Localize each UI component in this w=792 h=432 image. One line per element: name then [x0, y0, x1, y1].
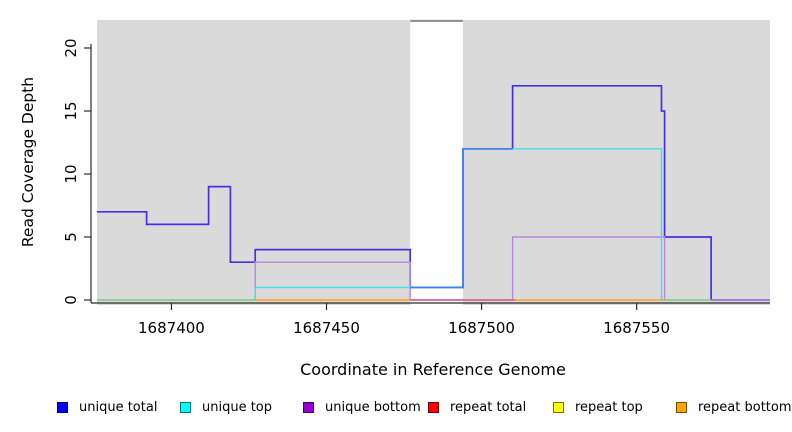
x-tick-label: 1687450: [293, 319, 360, 337]
legend-item-unique-total: unique total: [57, 398, 157, 416]
legend-swatch-icon: [180, 401, 191, 413]
legend-swatch-icon: [57, 401, 68, 413]
y-axis-title: Read Coverage Depth: [19, 77, 37, 247]
legend-swatch-icon: [676, 401, 687, 413]
legend-label: repeat bottom: [698, 399, 792, 415]
legend-item-unique-bottom: unique bottom: [303, 398, 421, 416]
legend-label: repeat top: [575, 399, 643, 415]
x-tick-label: 1687400: [138, 319, 205, 337]
total-top-overlap-line: [410, 147, 513, 289]
repeat-region-band: [410, 20, 463, 305]
y-tick-label: 5: [62, 232, 80, 242]
legend-label: repeat total: [450, 399, 527, 415]
legend-item-unique-top: unique top: [180, 398, 272, 416]
legend-swatch-icon: [428, 401, 439, 413]
legend-label: unique total: [79, 399, 158, 415]
y-tick-label: 15: [62, 101, 80, 120]
plot-svg: 1687400 1687450 1687500 1687550 0 5 10 15 20 Coo…: [19, 19, 770, 379]
legend-label: unique bottom: [325, 399, 421, 415]
legend-item-repeat-total: repeat total: [428, 398, 526, 416]
y-tick-label: 0: [62, 295, 80, 305]
x-tick-label: 1687500: [448, 319, 515, 337]
legend-item-repeat-bottom: repeat bottom: [676, 398, 792, 416]
legend-swatch-icon: [303, 401, 314, 413]
x-tick-label: 1687550: [603, 319, 670, 337]
legend: unique total unique top unique bottom repea…: [0, 398, 792, 422]
y-tick-label: 20: [62, 38, 80, 57]
legend-label: unique top: [202, 399, 273, 415]
x-axis-title: Coordinate in Reference Genome: [300, 360, 566, 379]
y-tick-label: 10: [62, 164, 80, 183]
legend-item-repeat-top: repeat top: [553, 398, 643, 416]
legend-swatch-icon: [553, 401, 564, 413]
coverage-chart: 1687400 1687450 1687500 1687550 0 5 10 15 20 Coo…: [19, 19, 770, 379]
